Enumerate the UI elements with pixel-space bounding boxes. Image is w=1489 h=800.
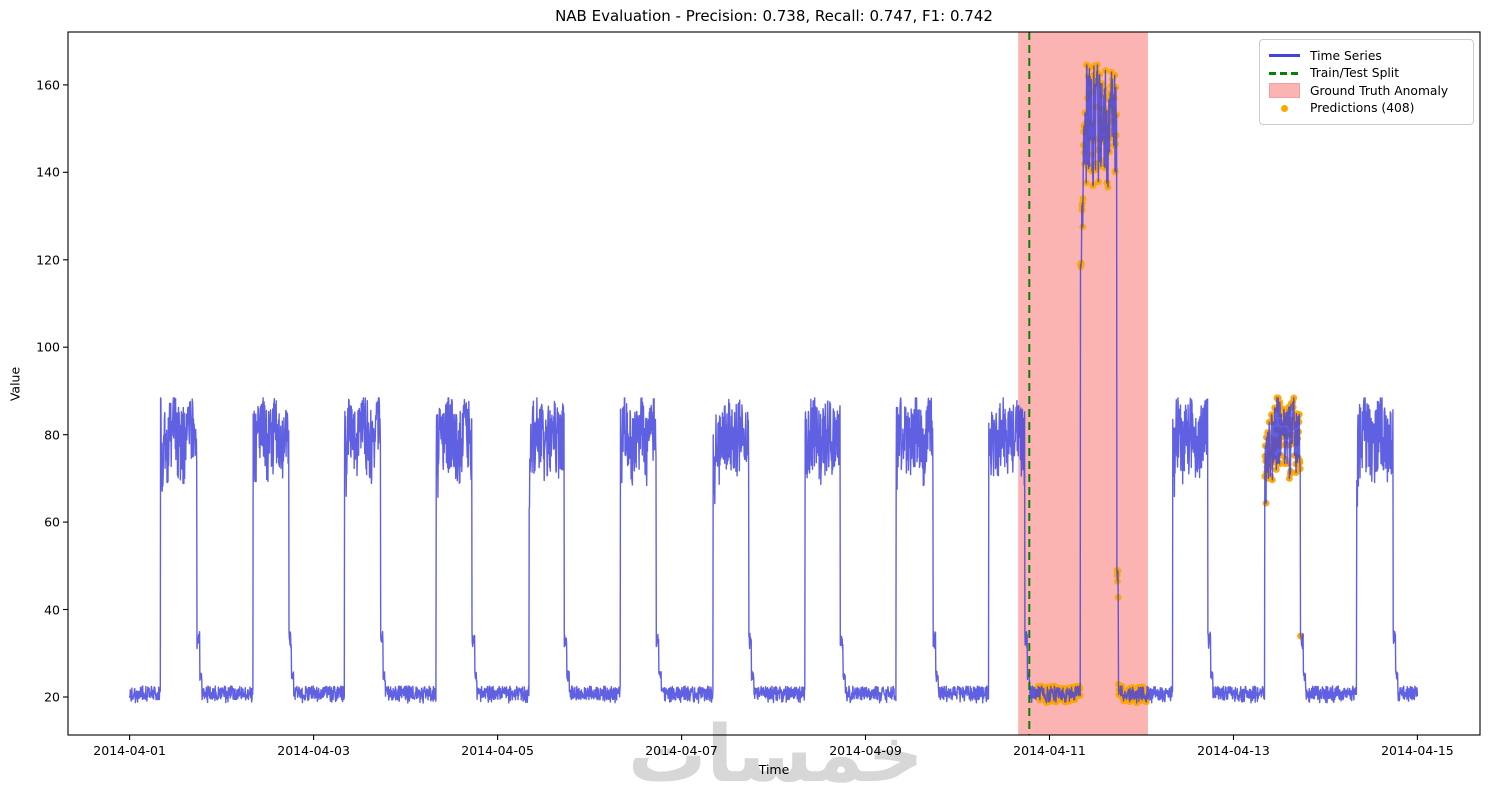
y-tick-label: 80 [44, 427, 60, 443]
y-tick-label: 140 [36, 164, 60, 180]
y-axis-label: Value [7, 366, 23, 402]
time-series-line-icon [1269, 54, 1300, 58]
x-tick-label: 2014-04-05 [461, 743, 534, 758]
legend-item: Ground Truth Anomaly [1269, 82, 1464, 100]
x-axis-label: Time [758, 762, 790, 777]
legend-label: Time Series [1310, 48, 1382, 63]
time-series-path [128, 64, 1419, 704]
dashed-line-icon [1269, 71, 1300, 75]
legend-label: Train/Test Split [1310, 66, 1400, 81]
y-tick-label: 160 [36, 77, 60, 93]
x-tick-label: 2014-04-03 [277, 743, 350, 758]
y-tick-label: 120 [36, 252, 60, 268]
x-tick-label: 2014-04-01 [93, 743, 166, 758]
legend-label: Ground Truth Anomaly [1310, 83, 1449, 98]
y-tick-label: 40 [44, 602, 60, 618]
legend-item: Predictions (408) [1269, 100, 1464, 118]
anomaly-patch-icon [1269, 83, 1300, 99]
x-tick-label: 2014-04-07 [645, 743, 718, 758]
y-tick-label: 60 [44, 514, 60, 530]
tick-marks [63, 84, 1418, 740]
anomaly-patch-icon [1269, 83, 1300, 99]
time-series-line-icon [1269, 54, 1300, 58]
x-tick-label: 2014-04-09 [829, 743, 902, 758]
khamsat-watermark: خمسات [628, 710, 924, 800]
y-tick-label: 100 [36, 339, 60, 355]
prediction-dot-icon [1281, 104, 1288, 112]
dashed-line-icon [1269, 71, 1300, 75]
prediction-dot-icon [1269, 104, 1300, 112]
legend-item: Time Series [1269, 47, 1464, 65]
legend: Time Series Train/Test Split Ground Truth … [1259, 39, 1474, 125]
y-tick-label: 20 [44, 689, 60, 705]
x-tick-label: 2014-04-11 [1013, 743, 1086, 758]
axes-border [67, 31, 1481, 736]
chart-title: NAB Evaluation - Precision: 0.738, Recal… [555, 7, 993, 25]
legend-item: Train/Test Split [1269, 65, 1464, 83]
x-tick-label: 2014-04-15 [1381, 743, 1454, 758]
x-tick-label: 2014-04-13 [1197, 743, 1270, 758]
legend-label: Predictions (408) [1310, 101, 1415, 116]
